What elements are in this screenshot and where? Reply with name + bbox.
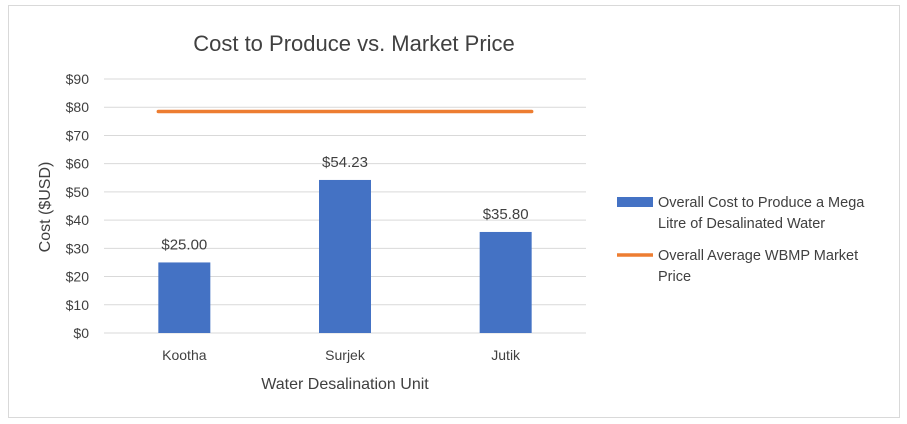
bar: [319, 179, 371, 333]
legend-label: Overall Cost to Produce a Mega: [658, 195, 865, 211]
y-tick-label: $20: [66, 269, 90, 285]
y-tick-label: $0: [73, 325, 89, 341]
y-tick-label: $70: [66, 127, 90, 143]
bar: [158, 262, 211, 333]
legend-label: Litre of Desalinated Water: [658, 216, 825, 232]
x-tick-label: Jutik: [491, 347, 521, 363]
x-axis-tick-labels: Kootha Surjek Jutik: [162, 347, 521, 363]
x-axis-title: Water Desalination Unit: [261, 376, 429, 393]
y-tick-label: $60: [66, 156, 90, 172]
y-tick-label: $50: [66, 184, 90, 200]
data-label: $54.23: [322, 154, 368, 171]
chart-frame: Cost to Produce vs. Market Price $0 $10 $2…: [8, 5, 900, 418]
x-tick-label: Kootha: [162, 347, 207, 363]
y-tick-label: $40: [66, 212, 90, 228]
data-label: $35.80: [483, 206, 529, 223]
chart-title: Cost to Produce vs. Market Price: [193, 31, 515, 56]
y-axis-title: Cost ($USD): [37, 162, 54, 253]
legend-label: Price: [658, 269, 691, 285]
bar-series: $25.00 $54.23 $35.80: [158, 154, 532, 333]
y-tick-label: $80: [66, 99, 90, 115]
y-tick-label: $30: [66, 240, 90, 256]
legend-label: Overall Average WBMP Market: [658, 248, 858, 264]
x-tick-label: Surjek: [325, 347, 366, 363]
bar: [479, 231, 532, 333]
y-tick-label: $10: [66, 297, 90, 313]
chart-svg: Cost to Produce vs. Market Price $0 $10 $2…: [37, 31, 865, 393]
y-tick-label: $90: [66, 71, 90, 87]
legend: Overall Cost to Produce a Mega Litre of D…: [617, 195, 865, 285]
y-axis-tick-labels: $0 $10 $20 $30 $40 $50 $60 $70 $80 $90: [66, 71, 90, 341]
data-label: $25.00: [161, 236, 207, 253]
legend-bar-swatch: [617, 197, 653, 207]
